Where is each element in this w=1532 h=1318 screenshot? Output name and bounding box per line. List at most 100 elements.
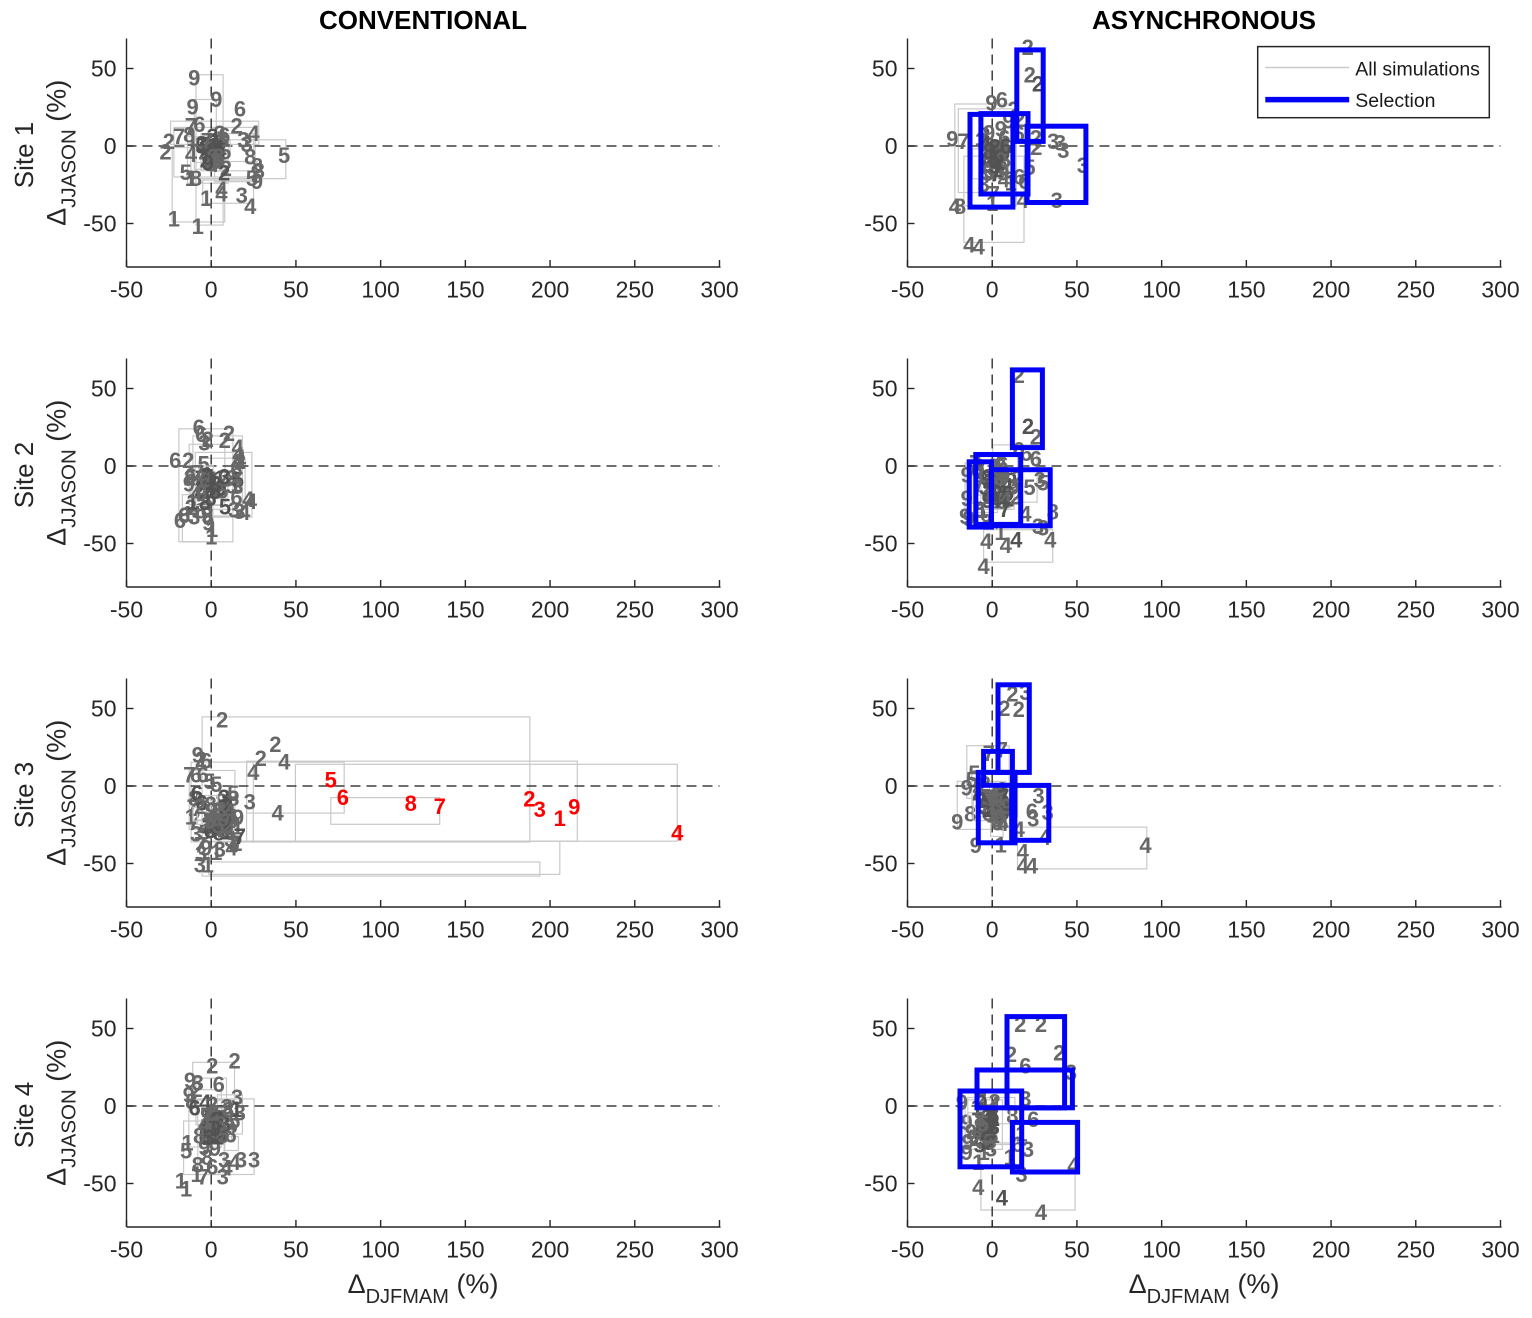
svg-text:5: 5	[219, 140, 231, 165]
svg-text:6: 6	[983, 1118, 995, 1143]
svg-text:8: 8	[974, 1107, 986, 1132]
svg-text:8: 8	[193, 1124, 205, 1149]
svg-text:8: 8	[190, 166, 202, 191]
svg-text:7: 7	[996, 145, 1008, 170]
svg-text:2: 2	[220, 156, 232, 181]
svg-text:4: 4	[205, 805, 218, 830]
svg-text:3: 3	[244, 790, 256, 815]
svg-text:7: 7	[206, 135, 218, 160]
svg-text:1: 1	[208, 1123, 220, 1148]
svg-text:6: 6	[1013, 165, 1025, 190]
svg-text:2: 2	[999, 154, 1011, 179]
svg-text:3: 3	[217, 127, 229, 152]
svg-text:9: 9	[983, 120, 995, 145]
svg-text:1: 1	[206, 517, 218, 542]
svg-text:6: 6	[990, 135, 1002, 160]
svg-text:2: 2	[184, 465, 196, 490]
svg-text:-50: -50	[864, 851, 897, 877]
svg-text:-50: -50	[891, 277, 924, 303]
svg-text:5: 5	[232, 467, 244, 492]
svg-text:6: 6	[195, 422, 207, 447]
svg-text:1: 1	[980, 1128, 992, 1153]
svg-text:3: 3	[215, 797, 227, 822]
svg-text:9: 9	[967, 1125, 979, 1150]
svg-text:4: 4	[985, 1124, 998, 1149]
svg-text:0: 0	[986, 277, 999, 303]
svg-text:2: 2	[221, 794, 233, 819]
svg-text:8: 8	[213, 820, 225, 845]
svg-text:4: 4	[1044, 528, 1057, 553]
svg-text:2: 2	[970, 1126, 982, 1151]
svg-text:4: 4	[185, 142, 198, 167]
svg-text:5: 5	[992, 799, 1004, 824]
svg-text:1: 1	[200, 467, 212, 492]
svg-text:7: 7	[957, 129, 969, 154]
svg-text:5: 5	[207, 1111, 219, 1136]
svg-text:1: 1	[976, 498, 988, 523]
svg-text:2: 2	[194, 476, 206, 501]
svg-text:8: 8	[212, 144, 224, 169]
svg-text:50: 50	[1064, 277, 1090, 303]
svg-text:50: 50	[1064, 597, 1090, 623]
svg-text:3: 3	[1032, 783, 1044, 808]
svg-text:300: 300	[1481, 1237, 1519, 1263]
svg-text:1: 1	[554, 806, 566, 831]
svg-text:9: 9	[207, 477, 219, 502]
svg-text:5: 5	[991, 783, 1003, 808]
svg-text:4: 4	[979, 1114, 992, 1139]
svg-text:4: 4	[1035, 1200, 1048, 1225]
svg-text:1: 1	[982, 797, 994, 822]
svg-text:3: 3	[221, 1095, 233, 1120]
svg-text:2: 2	[990, 157, 1002, 182]
svg-text:9: 9	[203, 142, 215, 167]
svg-text:3: 3	[188, 505, 200, 530]
svg-text:5: 5	[180, 1139, 192, 1164]
svg-text:3: 3	[227, 831, 239, 856]
svg-text:4: 4	[977, 554, 990, 579]
svg-text:6: 6	[200, 133, 212, 158]
svg-text:6: 6	[991, 811, 1003, 836]
svg-text:7: 7	[173, 124, 185, 149]
svg-text:3: 3	[975, 1129, 987, 1154]
svg-text:3: 3	[236, 183, 248, 208]
svg-text:3: 3	[195, 842, 207, 867]
svg-text:4: 4	[207, 152, 220, 177]
svg-text:7: 7	[205, 1124, 217, 1149]
svg-text:5: 5	[206, 129, 218, 154]
svg-text:5: 5	[1037, 471, 1049, 496]
svg-text:4: 4	[231, 435, 244, 460]
svg-text:50: 50	[1064, 917, 1090, 943]
svg-text:4: 4	[983, 1108, 996, 1133]
svg-text:6: 6	[218, 802, 230, 827]
svg-text:Site 1: Site 1	[9, 122, 39, 189]
svg-text:4: 4	[242, 487, 255, 512]
svg-text:9: 9	[200, 1103, 212, 1128]
svg-text:4: 4	[215, 182, 228, 207]
svg-text:4: 4	[215, 177, 228, 202]
svg-text:4: 4	[963, 233, 976, 258]
svg-text:1: 1	[978, 1140, 990, 1165]
svg-text:1: 1	[221, 801, 233, 826]
svg-text:-50: -50	[891, 597, 924, 623]
svg-text:9: 9	[204, 145, 216, 170]
svg-text:0: 0	[885, 773, 898, 799]
svg-text:3: 3	[1022, 1137, 1034, 1162]
svg-text:6: 6	[1030, 447, 1042, 472]
svg-text:100: 100	[1142, 597, 1180, 623]
svg-text:0: 0	[885, 453, 898, 479]
svg-text:150: 150	[1227, 277, 1265, 303]
svg-text:3: 3	[210, 1112, 222, 1137]
svg-text:2: 2	[523, 787, 535, 812]
svg-text:6: 6	[994, 471, 1006, 496]
svg-text:3: 3	[979, 1115, 991, 1140]
svg-text:8: 8	[405, 791, 417, 816]
svg-text:2: 2	[234, 449, 246, 474]
svg-text:7: 7	[201, 476, 213, 501]
svg-text:100: 100	[361, 597, 399, 623]
svg-text:7: 7	[999, 497, 1011, 522]
svg-text:9: 9	[210, 87, 222, 112]
svg-text:9: 9	[222, 805, 234, 830]
svg-text:-50: -50	[864, 1171, 897, 1197]
svg-text:4: 4	[214, 138, 227, 163]
svg-text:9: 9	[986, 145, 998, 170]
